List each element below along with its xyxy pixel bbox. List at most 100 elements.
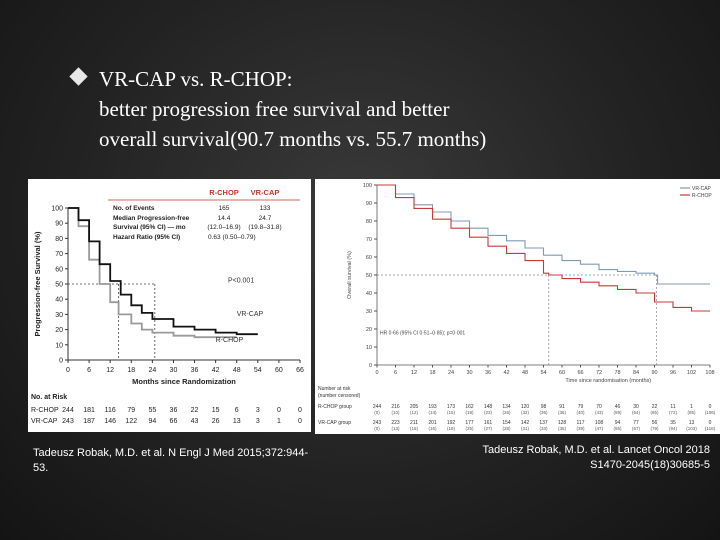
os-at-risk-value: 142 [521,420,530,426]
os-at-risk-value: 192 [447,420,456,426]
os-x-tick-label: 24 [448,370,454,376]
os-x-axis-label: Time since randomisation (months) [565,378,651,384]
os-at-risk-censored: (12) [410,410,419,415]
os-y-tick-label: 80 [366,219,372,225]
caption-right: Tadeusz Robak, M.D. et al. Lancet Oncol … [430,443,710,473]
pfs-at-risk-value: 3 [256,407,260,414]
os-at-risk-censored: (18) [447,426,456,431]
os-x-tick-label: 54 [540,370,546,376]
os-at-risk-censored: (59) [613,410,622,415]
pfs-at-risk-title: No. at Risk [31,394,67,401]
pfs-y-tick-label: 30 [55,312,63,319]
pfs-table-cell: 0.63 (0.50–0.79) [208,234,256,241]
os-y-tick-label: 90 [366,201,372,207]
pfs-table-cell: 24.7 [259,215,272,222]
pfs-x-tick-label: 6 [87,367,91,374]
pfs-x-tick-label: 60 [275,367,283,374]
pfs-y-tick-label: 100 [51,206,63,213]
os-x-tick-label: 6 [394,370,397,376]
pfs-at-risk-value: 94 [148,418,156,425]
pfs-x-tick-label: 42 [212,367,220,374]
pfs-chart-panel: 0 10 20 30 40 50 60 70 80 90 100 0 6 12 18 24 30 36 42 48 54… [28,179,311,432]
os-at-risk-censored: (0) [374,426,380,431]
os-at-risk-censored: (72) [669,410,678,415]
pfs-at-risk-value: 244 [62,407,74,414]
os-at-risk-censored: (103) [686,426,697,431]
pfs-table-row-label: Survival (95% CI) — mo [113,224,186,231]
pfs-y-tick-label: 0 [59,358,63,365]
os-at-risk-censored: (23) [484,410,493,415]
os-y-tick-label: 40 [366,291,372,297]
os-at-risk-value: 117 [577,420,585,426]
os-at-risk-value: 243 [373,420,382,426]
os-at-risk-value: 108 [595,420,604,426]
os-x-tick-label: 78 [614,370,620,376]
os-at-risk-value: 79 [578,404,584,410]
os-at-risk-censored: (35) [558,426,567,431]
os-x-tick-label: 84 [633,370,639,376]
os-at-risk-censored: (32) [521,410,530,415]
os-x-tick-label: 12 [411,370,417,376]
os-at-risk-value: 244 [373,404,382,410]
pfs-y-tick-label: 80 [55,236,63,243]
os-at-risk-censored: (116) [705,426,716,431]
os-chart-panel: 0 10 20 30 40 50 60 70 80 90 100 0 6 12 18 24 30 36 42 48 54… [315,179,720,434]
os-at-risk-censored: (47) [595,426,604,431]
pfs-at-risk-value: 122 [125,418,137,425]
pfs-at-risk-value: 79 [127,407,135,414]
os-x-tick-label: 102 [687,370,696,376]
os-at-risk-value: 216 [391,404,400,410]
pfs-at-risk-value: 146 [104,418,116,425]
os-hazard-text: HR 0·66 (95% CI 0·51–0·85); p=0·001 [380,330,465,336]
os-at-risk-censored: (65) [650,410,659,415]
headline: VR-CAP vs. R-CHOP: better progression fr… [99,64,689,154]
pfs-table-cell: 14.4 [218,215,231,222]
pfs-table-cell: 165 [219,205,230,212]
headline-line-2: better progression free survival and bet… [99,97,450,121]
os-series-r-chop [377,184,710,312]
os-x-tick-label: 90 [651,370,657,376]
os-at-risk-value: 94 [615,420,621,426]
os-x-tick-label: 18 [429,370,435,376]
os-y-tick-label: 70 [366,237,372,243]
os-at-risk-censored: (106) [705,410,716,415]
os-at-risk-value: 223 [391,420,400,426]
os-at-risk-value: 148 [484,404,493,410]
os-at-risk-censored: (26) [502,410,511,415]
os-y-tick-label: 100 [363,183,372,189]
os-at-risk-group-label: VR-CAP group [318,420,351,426]
os-at-risk-censored: (67) [632,426,641,431]
os-at-risk-value: 77 [633,420,639,426]
pfs-x-tick-label: 36 [191,367,199,374]
os-at-risk-censored: (85) [687,410,696,415]
os-y-tick-label: 30 [366,309,372,315]
pfs-at-risk-value: 181 [83,407,95,414]
os-at-risk-censored: (43) [595,410,604,415]
os-x-tick-label: 66 [577,370,583,376]
os-at-risk-value: 137 [539,420,548,426]
diamond-bullet-icon [69,67,88,86]
pfs-p-value: P<0.001 [228,277,254,284]
os-at-risk-value: 120 [521,404,530,410]
pfs-at-risk-value: 116 [105,407,116,414]
os-at-risk-value: 98 [541,404,547,410]
pfs-at-risk-value: 3 [256,418,260,425]
os-at-risk-value: 22 [652,404,658,410]
os-at-risk-value: 173 [447,404,456,410]
pfs-at-risk-group-label: VR-CAP [31,418,58,425]
headline-line-1: VR-CAP vs. R-CHOP: [99,67,293,91]
os-at-risk-value: 154 [502,420,511,426]
pfs-at-risk-value: 43 [191,418,199,425]
os-y-axis-label: Overall survival (%) [347,251,353,299]
os-y-tick-label: 0 [369,363,372,369]
os-at-risk-value: 56 [652,420,658,426]
os-at-risk-censored: (15) [447,410,456,415]
pfs-at-risk-value: 66 [170,418,178,425]
pfs-table-cell: 133 [260,205,271,212]
pfs-x-tick-label: 0 [66,367,70,374]
os-at-risk-censored: (79) [650,426,659,431]
os-at-risk-censored: (16) [428,426,437,431]
os-at-risk-value: 91 [559,404,565,410]
